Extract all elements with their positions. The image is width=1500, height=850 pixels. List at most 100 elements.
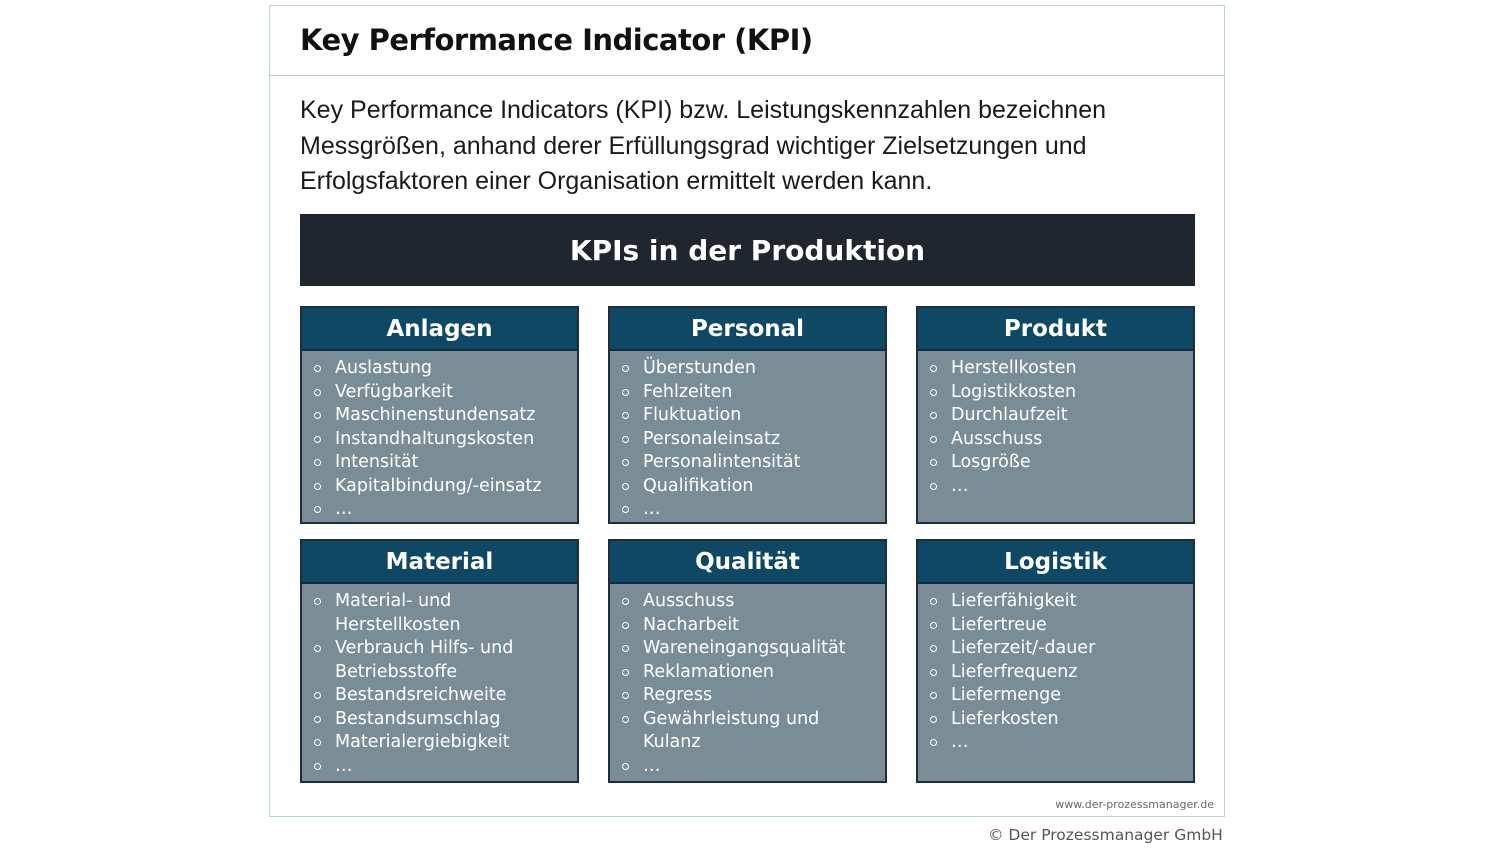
kpi-banner: KPIs in der Produktion — [300, 214, 1195, 286]
list-item-label: Nacharbeit — [643, 614, 740, 635]
list-item-label: Losgröße — [951, 452, 1031, 472]
list-item-label: Lieferzeit/-dauer — [951, 638, 1096, 658]
list-item: Regress — [622, 684, 877, 708]
list-item: Nacharbeit — [622, 614, 877, 638]
kpi-card-produkt: Produkt Herstellkosten Logistikkosten Durc… — [916, 306, 1195, 524]
kpi-list: Herstellkosten Logistikkosten Durchlaufzei… — [918, 351, 1193, 498]
circle-bullet-icon — [622, 506, 629, 513]
list-item-label: Lieferfrequenz — [951, 661, 1078, 682]
circle-bullet-icon — [930, 668, 937, 676]
circle-bullet-icon — [622, 668, 629, 676]
list-item: … — [930, 731, 1185, 755]
list-item: Verbrauch Hilfs- und Betriebsstoffe — [314, 637, 569, 684]
list-item-label: Material- und Herstellkosten — [335, 591, 461, 635]
circle-bullet-icon — [930, 435, 937, 443]
kpi-list: Material- und Herstellkosten Verbrauch Hi… — [302, 584, 577, 778]
list-item-label: … — [335, 499, 353, 519]
list-item-label: Logistikkosten — [951, 381, 1077, 402]
list-item: Intensität — [314, 451, 569, 475]
copyright-notice: © Der Prozessmanager GmbH — [988, 826, 1223, 844]
list-item-label: Qualifikation — [643, 475, 754, 496]
circle-bullet-icon — [314, 692, 321, 699]
list-item-label: Verbrauch Hilfs- und Betriebsstoffe — [335, 638, 514, 682]
list-item: Auslastung — [314, 357, 569, 381]
circle-bullet-icon — [314, 715, 321, 723]
list-item: … — [622, 755, 877, 779]
kpi-card-logistik: Logistik Lieferfähigkeit Liefertreue Liefe… — [916, 539, 1195, 783]
title-bar: Key Performance Indicator (KPI) — [270, 6, 1224, 76]
list-item: Herstellkosten — [930, 357, 1185, 381]
list-item: … — [314, 498, 569, 522]
list-item-label: Maschinenstundensatz — [335, 405, 536, 425]
list-item-label: Fluktuation — [643, 405, 742, 425]
circle-bullet-icon — [930, 739, 937, 746]
circle-bullet-icon — [314, 482, 321, 490]
list-item-label: Lieferkosten — [951, 708, 1059, 729]
list-item-label: Überstunden — [643, 358, 757, 378]
list-item: Lieferfrequenz — [930, 661, 1185, 685]
list-item-label: Herstellkosten — [951, 358, 1077, 378]
list-item-label: Ausschuss — [951, 428, 1043, 449]
circle-bullet-icon — [622, 621, 629, 629]
list-item-label: Auslastung — [335, 358, 433, 378]
list-item-label: Personaleinsatz — [643, 428, 781, 449]
circle-bullet-icon — [622, 365, 629, 372]
list-item: Reklamationen — [622, 661, 877, 685]
list-item: Instandhaltungskosten — [314, 428, 569, 452]
circle-bullet-icon — [314, 598, 321, 605]
card-title: Logistik — [918, 541, 1193, 584]
circle-bullet-icon — [622, 388, 629, 396]
circle-bullet-icon — [930, 388, 937, 396]
list-item-label: Intensität — [335, 452, 419, 472]
circle-bullet-icon — [622, 645, 629, 652]
list-item: Ausschuss — [622, 590, 877, 614]
list-item: … — [314, 755, 569, 779]
list-item: Material- und Herstellkosten — [314, 590, 569, 637]
kpi-list: Lieferfähigkeit Liefertreue Lieferzeit/-da… — [918, 584, 1193, 755]
kpi-infographic-frame: Key Performance Indicator (KPI) Key Perf… — [269, 5, 1225, 817]
card-title: Material — [302, 541, 577, 584]
page-title: Key Performance Indicator (KPI) — [300, 23, 813, 57]
list-item: Personaleinsatz — [622, 428, 877, 452]
list-item: … — [622, 498, 877, 522]
circle-bullet-icon — [622, 459, 629, 466]
circle-bullet-icon — [622, 598, 629, 605]
circle-bullet-icon — [314, 435, 321, 443]
list-item-label: … — [951, 732, 969, 752]
list-item-label: … — [335, 755, 353, 776]
circle-bullet-icon — [314, 645, 321, 652]
circle-bullet-icon — [930, 482, 937, 490]
list-item: Fluktuation — [622, 404, 877, 428]
intro-text: Key Performance Indicators (KPI) bzw. Le… — [300, 96, 1107, 195]
list-item-label: Wareneingangsqualität — [643, 638, 846, 658]
circle-bullet-icon — [314, 506, 321, 513]
list-item: Maschinenstundensatz — [314, 404, 569, 428]
card-title: Produkt — [918, 308, 1193, 351]
kpi-card-personal: Personal Überstunden Fehlzeiten Fluktuatio… — [608, 306, 887, 524]
circle-bullet-icon — [622, 692, 629, 699]
circle-bullet-icon — [930, 365, 937, 372]
list-item: Ausschuss — [930, 428, 1185, 452]
list-item-label: Lieferfähigkeit — [951, 591, 1077, 611]
list-item: Verfügbarkeit — [314, 381, 569, 405]
circle-bullet-icon — [930, 412, 937, 419]
list-item: Losgröße — [930, 451, 1185, 475]
kpi-card-qualitaet: Qualität Ausschuss Nacharbeit Wareneingang… — [608, 539, 887, 783]
list-item: Liefertreue — [930, 614, 1185, 638]
list-item-label: Ausschuss — [643, 591, 735, 611]
circle-bullet-icon — [930, 645, 937, 652]
list-item: Bestandsreichweite — [314, 684, 569, 708]
list-item: Lieferkosten — [930, 708, 1185, 732]
list-item: Bestandsumschlag — [314, 708, 569, 732]
circle-bullet-icon — [314, 412, 321, 419]
list-item: Logistikkosten — [930, 381, 1185, 405]
list-item-label: Verfügbarkeit — [335, 381, 453, 402]
list-item-label: Instandhaltungskosten — [335, 428, 535, 449]
list-item: Lieferzeit/-dauer — [930, 637, 1185, 661]
list-item: Lieferfähigkeit — [930, 590, 1185, 614]
list-item-label: Fehlzeiten — [643, 381, 733, 402]
list-item-label: Materialergiebigkeit — [335, 732, 510, 752]
circle-bullet-icon — [930, 459, 937, 466]
circle-bullet-icon — [622, 762, 629, 770]
list-item-label: Regress — [643, 685, 713, 705]
